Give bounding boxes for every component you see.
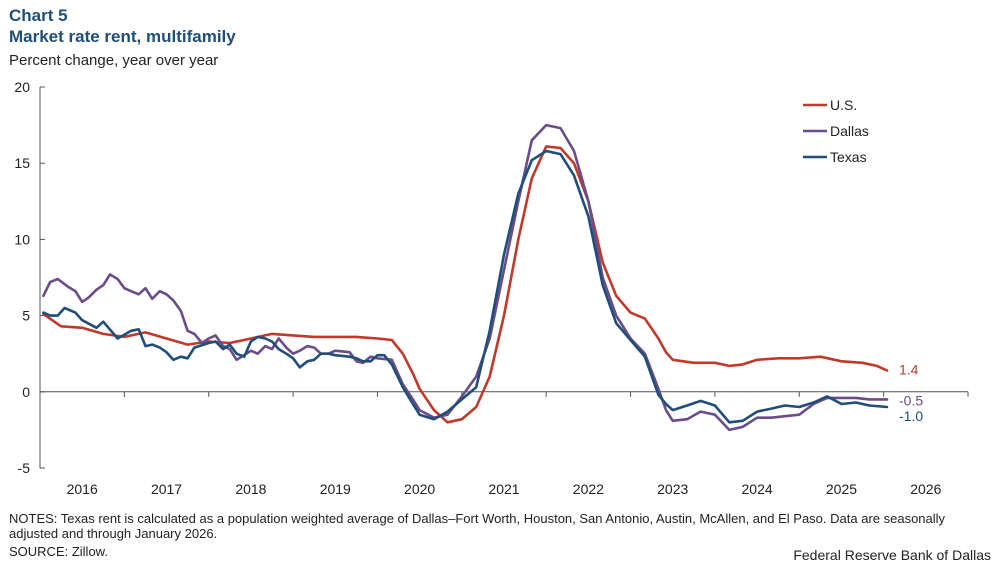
x-tick-label: 2026 [910,481,941,497]
y-axis-label: Percent change, year over year [9,52,219,69]
x-tick-label: 2017 [151,481,182,497]
credit-line: Federal Reserve Bank of Dallas [793,547,991,563]
x-tick-label: 2020 [404,481,435,497]
end-value-label: -1.0 [899,408,923,424]
legend-label: Dallas [830,123,869,139]
chart-notes: NOTES: Texas rent is calculated as a pop… [9,511,946,541]
x-tick-label: 2016 [67,481,98,497]
end-value-label: 1.4 [899,361,919,377]
x-tick-label: 2018 [235,481,266,497]
y-tick-label: 10 [14,231,30,247]
y-tick-label: 5 [22,308,30,324]
y-tick-label: 15 [14,155,30,171]
y-tick-label: 0 [22,384,30,400]
x-tick-label: 2021 [488,481,519,497]
end-value-label: -0.5 [899,392,923,408]
line-chart: -5 0 5 10 15 20 2016 2017 2018 2019 2020 2021 2022 20… [14,79,969,497]
x-tick-label: 2019 [320,481,351,497]
chart-title: Market rate rent, multifamily [9,27,236,46]
y-tick-label: -5 [18,460,31,476]
y-tick-label: 20 [14,79,30,95]
x-tick-label: 2025 [826,481,857,497]
x-tick-label: 2022 [573,481,604,497]
x-tick-label: 2023 [657,481,688,497]
series-line-us [42,145,889,424]
x-tick-label: 2024 [742,481,773,497]
chart-number: Chart 5 [9,6,68,25]
legend-label: U.S. [830,97,857,113]
series-line-texas [42,149,889,424]
legend-label: Texas [830,149,867,165]
series-line-dallas [42,123,889,432]
chart-source: SOURCE: Zillow. [9,544,108,559]
